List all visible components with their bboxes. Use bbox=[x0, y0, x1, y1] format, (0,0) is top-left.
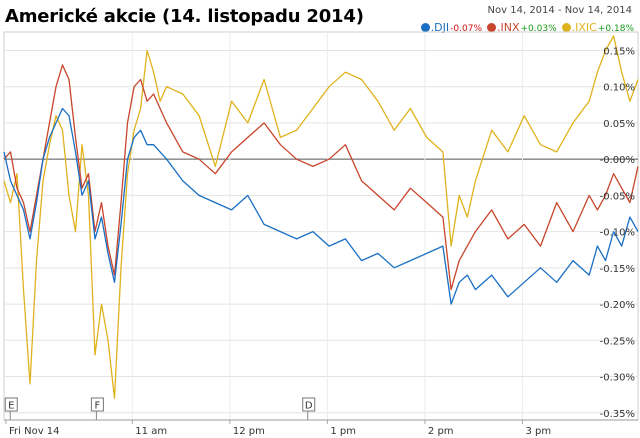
y-tick-label: -0.35% bbox=[600, 409, 635, 420]
legend-item-ixic[interactable]: .IXIC+0.18% bbox=[561, 21, 634, 34]
y-tick-label: 0.05% bbox=[603, 119, 635, 130]
x-tick-label: 12 pm bbox=[233, 426, 265, 437]
legend-item-inx[interactable]: .INX+0.03% bbox=[487, 21, 557, 34]
legend-symbol: .IXIC bbox=[571, 21, 597, 34]
y-tick-label: 0.10% bbox=[603, 83, 635, 94]
y-tick-label: -0.20% bbox=[600, 300, 635, 311]
date-range: Nov 14, 2014 - Nov 14, 2014 bbox=[488, 5, 632, 16]
legend-change: +0.18% bbox=[597, 24, 634, 34]
series-line-inx[interactable] bbox=[3, 64, 639, 291]
y-tick-label: -0.30% bbox=[600, 373, 635, 384]
legend-change: -0.07% bbox=[450, 24, 482, 34]
legend-change: +0.03% bbox=[520, 24, 557, 34]
x-tick-label: 3 pm bbox=[525, 426, 551, 437]
legend-dot-icon bbox=[420, 23, 430, 32]
event-marker-label: F bbox=[95, 401, 101, 412]
event-marker-f[interactable]: F bbox=[90, 397, 104, 420]
chart-title: Americké akcie (14. listopadu 2014) bbox=[5, 6, 364, 27]
x-tick-label: Fri Nov 14 bbox=[9, 426, 60, 437]
event-marker-e[interactable]: E bbox=[4, 397, 18, 420]
y-tick-label: -0.05% bbox=[600, 191, 635, 202]
legend-symbol: .INX bbox=[497, 21, 520, 34]
x-axis-ticks: Fri Nov 14 11 am 12 pm 1 pm 2 pm 3 pm bbox=[4, 419, 638, 437]
series-line-ixic[interactable] bbox=[3, 35, 639, 399]
legend: .DJI-0.07% .INX+0.03% .IXIC+0.18% bbox=[416, 21, 634, 34]
event-marker-box bbox=[4, 397, 18, 412]
grid bbox=[3, 31, 639, 421]
event-marker-d[interactable]: D bbox=[302, 397, 316, 420]
legend-dot-icon bbox=[487, 23, 496, 32]
series-line-dji[interactable] bbox=[3, 107, 639, 305]
y-tick-label: -0.00% bbox=[600, 155, 635, 166]
y-axis-ticks: 0.15% 0.10% 0.05% -0.00% -0.05% -0.10% -0.15% -… bbox=[600, 46, 635, 419]
legend-item-dji[interactable]: .DJI-0.07% bbox=[420, 21, 482, 34]
x-tick-label: 11 am bbox=[135, 426, 167, 437]
event-marker-label: E bbox=[8, 401, 14, 412]
y-tick-label: -0.15% bbox=[600, 264, 635, 275]
x-tick-label: 2 pm bbox=[428, 426, 454, 437]
date-range-separator: - bbox=[557, 5, 562, 16]
y-tick-label: -0.25% bbox=[600, 336, 635, 347]
date-range-end: Nov 14, 2014 bbox=[564, 5, 632, 16]
legend-symbol: .DJI bbox=[430, 21, 450, 34]
x-tick-label: 1 pm bbox=[330, 426, 356, 437]
date-range-start: Nov 14, 2014 bbox=[487, 5, 555, 16]
event-marker-label: D bbox=[305, 401, 313, 412]
y-tick-label: 0.15% bbox=[603, 46, 635, 57]
event-marker-box bbox=[302, 397, 316, 412]
legend-dot-icon bbox=[561, 23, 571, 32]
y-tick-label: -0.10% bbox=[600, 228, 635, 239]
series-lines bbox=[3, 35, 639, 399]
event-marker-box bbox=[90, 397, 104, 412]
